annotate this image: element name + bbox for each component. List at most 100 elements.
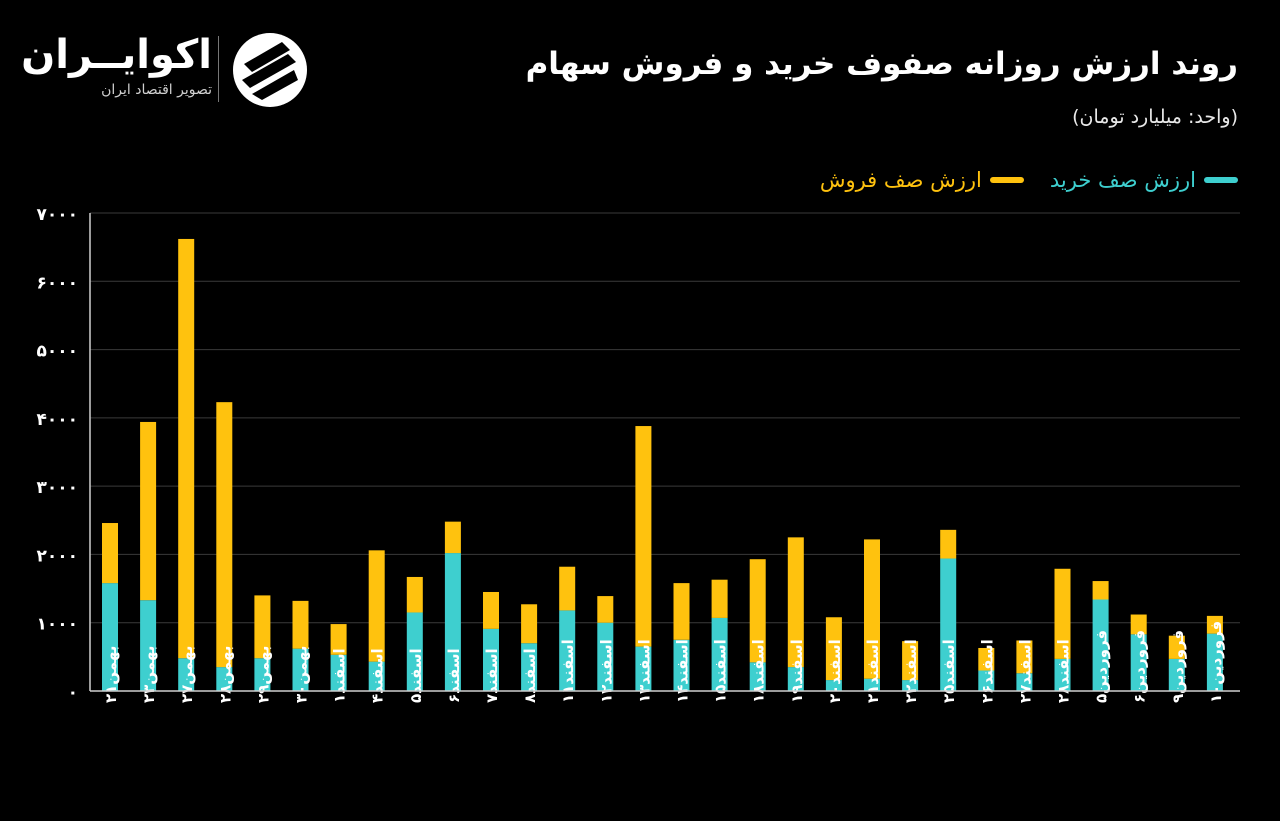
x-tick-label: بهمن۲۸ [216, 646, 234, 703]
x-tick-label: فروردین۵ [1093, 630, 1111, 703]
bar-buy [711, 617, 728, 691]
bar-buy [254, 658, 271, 691]
bar-sell [559, 566, 576, 611]
legend-swatch-sell [989, 177, 1024, 183]
bar-buy [444, 553, 461, 691]
legend-item-sell: ارزش صف فروش [820, 168, 1024, 192]
bar-sell [521, 604, 538, 644]
x-tick-label: اسفند۲۶ [978, 639, 996, 703]
bar-buy [1016, 673, 1033, 691]
bar-sell [1054, 568, 1071, 659]
bar-buy [178, 658, 195, 691]
x-tick-label: اسفند۲۱ [864, 639, 882, 703]
bar-buy [559, 610, 576, 691]
bar-sell [330, 624, 347, 655]
bar-sell [597, 596, 614, 623]
bar-sell [825, 617, 842, 681]
bar-sell [1168, 635, 1185, 659]
bar-sell [368, 550, 385, 662]
bar-buy [978, 670, 995, 691]
x-axis-ticks: بهمن۲۱ بهمن۲۳ بهمن۲۷ بهمن۲۸ بهمن۲۹ بهمن۳۰ اسفن… [102, 621, 1225, 703]
bar-buy [825, 680, 842, 691]
x-tick-label: اسفند۷ [483, 648, 501, 703]
bar-buy [406, 612, 423, 691]
brand-divider [218, 36, 219, 102]
bar-buy [940, 558, 957, 691]
bar-sell [940, 529, 957, 559]
bar-sell [254, 595, 271, 659]
y-tick-label: ۰ [68, 683, 78, 703]
bar-buy [1092, 599, 1109, 691]
bar-buy [368, 661, 385, 691]
bar-buy [864, 678, 880, 691]
y-tick-label: ۵۰۰۰ [36, 342, 78, 362]
legend-label-sell: ارزش صف فروش [819, 168, 982, 192]
x-tick-label: اسفند۲۲ [902, 639, 920, 703]
bar-sell [1130, 614, 1147, 635]
bar-buy [292, 648, 309, 691]
bar-buy [1130, 634, 1147, 691]
bar-sell [978, 647, 995, 671]
bar-buy [902, 680, 919, 691]
x-tick-label: بهمن۲۹ [254, 646, 272, 703]
bar-sell [902, 641, 919, 681]
bar-sell [673, 583, 690, 640]
bar-sell [864, 539, 880, 679]
x-tick-label: اسفند۱۸ [750, 639, 768, 703]
bar-buy [1168, 658, 1185, 691]
bar-buy [787, 667, 804, 691]
bar-sell [216, 402, 233, 668]
bar-sell [1206, 615, 1223, 634]
brand: اکوایــران تصویر اقتصاد ایران [21, 30, 320, 110]
x-tick-label: اسفند۸ [521, 648, 539, 703]
x-tick-label: بهمن۳۰ [293, 646, 311, 703]
legend-item-buy: ارزش صف خرید [1050, 168, 1238, 192]
y-tick-label: ۷۰۰۰ [36, 205, 78, 225]
bar-sell [102, 523, 118, 584]
bar-buy [521, 643, 538, 691]
x-tick-label: اسفند۴ [369, 648, 387, 703]
y-tick-label: ۶۰۰۰ [36, 273, 78, 293]
y-tick-label: ۱۰۰۰ [36, 615, 78, 635]
y-tick-label: ۳۰۰۰ [36, 478, 78, 498]
x-tick-label: اسفند۱۹ [788, 639, 806, 703]
bar-sell [1092, 581, 1109, 600]
bar-sell [1016, 640, 1033, 674]
grid-lines [90, 212, 1240, 624]
bar-sell [140, 421, 157, 601]
bar-buy [749, 662, 766, 691]
y-tick-label: ۲۰۰۰ [36, 546, 78, 566]
x-tick-label: فروردین۱۰ [1207, 621, 1225, 703]
bars [102, 238, 1223, 691]
bar-sell [178, 238, 195, 659]
bar-buy [673, 639, 690, 691]
x-tick-label: بهمن۲۷ [178, 646, 196, 703]
x-tick-label: اسفند۱۴ [674, 639, 692, 703]
bar-buy [1206, 633, 1223, 691]
bar-sell [749, 559, 766, 663]
bar-buy [635, 646, 652, 691]
x-tick-label: اسفند۱۱ [559, 639, 577, 703]
bar-sell [444, 521, 461, 554]
x-tick-label: اسفند۶ [445, 648, 463, 703]
bar-sell [406, 576, 423, 613]
legend: ارزش صف خرید ارزش صف فروش [820, 168, 1238, 192]
bar-sell [292, 600, 309, 649]
x-tick-label: اسفند۱۳ [635, 639, 653, 703]
x-tick-label: اسفند۱ [331, 648, 349, 703]
brand-name: اکوایــران [21, 32, 212, 78]
legend-swatch-buy [1204, 177, 1238, 183]
bar-buy [1054, 658, 1071, 691]
x-tick-label: اسفند۲۵ [940, 639, 958, 703]
x-tick-label: اسفند۵ [407, 648, 425, 703]
ecoiran-logo-icon [233, 33, 307, 107]
bar-sell [711, 579, 728, 618]
x-tick-label: فروردین۶ [1131, 630, 1149, 703]
chart-title: روند ارزش روزانه صفوف خرید و فروش سهام [525, 46, 1238, 82]
bar-buy [330, 654, 347, 691]
bar-buy [140, 600, 157, 691]
bar-sell [787, 537, 804, 668]
x-tick-label: اسفند۲۸ [1055, 639, 1073, 703]
y-axis-ticks: ۷۰۰۰ ۶۰۰۰ ۵۰۰۰ ۴۰۰۰ ۳۰۰۰ ۲۰۰۰ ۱۰۰۰ ۰ [36, 205, 78, 703]
bar-buy [483, 628, 499, 691]
